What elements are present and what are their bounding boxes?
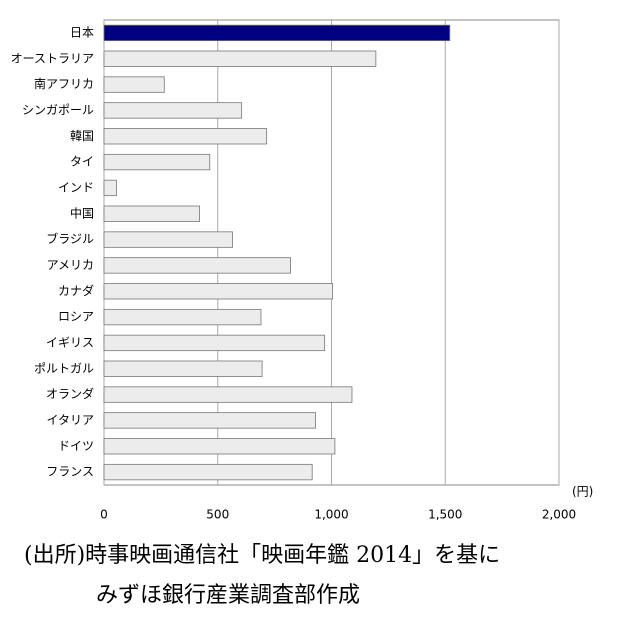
bar bbox=[103, 50, 377, 67]
bar bbox=[103, 438, 336, 455]
bar bbox=[103, 360, 263, 377]
bar bbox=[103, 231, 233, 248]
y-tick-label: カナダ bbox=[58, 283, 94, 298]
y-tick-label: 韓国 bbox=[70, 129, 94, 143]
y-tick-label: 日本 bbox=[70, 25, 94, 39]
bar bbox=[103, 257, 291, 274]
bar bbox=[103, 102, 243, 119]
bar bbox=[103, 76, 165, 93]
x-tick-label: 0 bbox=[100, 508, 108, 522]
y-tick-label: ロシア bbox=[58, 310, 94, 324]
y-tick-label: 中国 bbox=[70, 205, 94, 220]
x-tick-label: 2,000 bbox=[542, 508, 576, 522]
y-tick-label: オーストラリア bbox=[11, 51, 94, 65]
y-tick-label: 南アフリカ bbox=[34, 76, 94, 91]
y-tick-label: フランス bbox=[46, 465, 94, 479]
bar bbox=[103, 153, 211, 171]
bar bbox=[103, 463, 313, 481]
x-unit: (円) bbox=[572, 485, 593, 499]
bar bbox=[103, 334, 326, 352]
bar bbox=[103, 308, 262, 326]
x-tick-label: 1,500 bbox=[428, 508, 462, 522]
bar bbox=[103, 128, 268, 145]
bar bbox=[103, 179, 117, 197]
bar bbox=[103, 205, 200, 222]
source-line: みずほ銀行産業調査部作成 bbox=[96, 583, 360, 608]
y-tick-label: シンガポール bbox=[22, 103, 94, 117]
y-tick-label: イタリア bbox=[46, 413, 94, 427]
source-line: (出所)時事映画通信社「映画年鑑 2014」を基に bbox=[24, 543, 500, 568]
x-tick-label: 1,000 bbox=[314, 508, 348, 522]
bar bbox=[103, 24, 451, 42]
y-tick-label: タイ bbox=[70, 155, 94, 169]
y-tick-label: インド bbox=[58, 180, 94, 194]
y-tick-label: ポルトガル bbox=[34, 361, 94, 375]
y-tick-label: ドイツ bbox=[58, 439, 94, 453]
y-tick-label: ブラジル bbox=[46, 231, 94, 246]
y-tick-label: アメリカ bbox=[47, 258, 94, 272]
x-tick-label: 500 bbox=[206, 508, 229, 522]
y-tick-label: イギリス bbox=[46, 335, 94, 349]
bar bbox=[103, 386, 353, 403]
bar bbox=[103, 283, 334, 300]
y-tick-label: オランダ bbox=[46, 386, 94, 401]
bar bbox=[103, 412, 316, 429]
